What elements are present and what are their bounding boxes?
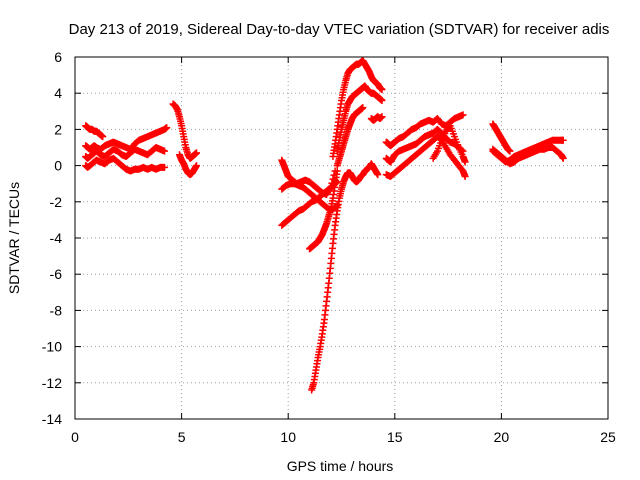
data-series — [333, 82, 386, 155]
data-series — [489, 144, 567, 168]
axis-ticks: 0 5 10 15 20 25 -14 -12 -10 -8 -6 -4 -2 0 2 4 6 — [42, 49, 616, 445]
x-tick-label: 5 — [178, 429, 186, 445]
grid-lines — [75, 57, 608, 419]
plot-frame — [74, 56, 609, 420]
y-tick-label: -2 — [50, 194, 63, 210]
data-point — [161, 147, 169, 155]
x-tick-label: 0 — [71, 429, 79, 445]
chart-title: Day 213 of 2019, Sidereal Day-to-day VTE… — [69, 21, 610, 38]
y-tick-label: -6 — [50, 266, 63, 282]
data-series — [367, 113, 386, 124]
data-series — [306, 167, 341, 253]
data-point — [193, 162, 201, 170]
data-series — [82, 154, 169, 175]
x-tick-label: 20 — [494, 429, 510, 445]
data-series — [329, 57, 386, 161]
y-tick-label: -10 — [42, 339, 62, 355]
data-point — [163, 124, 171, 132]
data-series — [489, 120, 514, 155]
data-point — [378, 96, 386, 104]
data-series — [429, 122, 469, 166]
y-tick-label: -8 — [50, 302, 63, 318]
data-point — [559, 154, 567, 162]
data-series — [175, 151, 201, 179]
y-axis-label: SDTVAR / TECUs — [6, 182, 22, 294]
data-series — [82, 122, 107, 141]
data-points — [82, 57, 567, 394]
y-tick-label: -12 — [42, 375, 62, 391]
x-tick-label: 10 — [280, 429, 296, 445]
data-point — [359, 104, 367, 112]
data-series — [82, 144, 169, 162]
data-point — [461, 172, 469, 180]
data-point — [461, 158, 469, 166]
data-point — [161, 163, 169, 171]
x-axis-label: GPS time / hours — [287, 458, 394, 474]
data-point — [506, 147, 514, 155]
y-tick-label: 4 — [54, 85, 62, 101]
y-tick-label: 0 — [54, 158, 62, 174]
x-tick-label: 15 — [387, 429, 403, 445]
x-tick-label: 25 — [600, 429, 616, 445]
data-series — [308, 160, 382, 394]
data-point — [459, 111, 467, 119]
data-series — [169, 100, 201, 162]
y-tick-label: 6 — [54, 49, 62, 65]
y-tick-label: -14 — [42, 411, 62, 427]
data-series — [333, 104, 367, 170]
y-tick-label: -4 — [50, 230, 63, 246]
data-point — [378, 86, 386, 94]
data-point — [378, 113, 386, 121]
data-point — [374, 171, 382, 179]
data-series — [382, 111, 467, 150]
data-point — [99, 133, 107, 141]
data-point — [559, 136, 567, 144]
y-tick-label: 2 — [54, 121, 62, 137]
data-point — [193, 149, 201, 157]
